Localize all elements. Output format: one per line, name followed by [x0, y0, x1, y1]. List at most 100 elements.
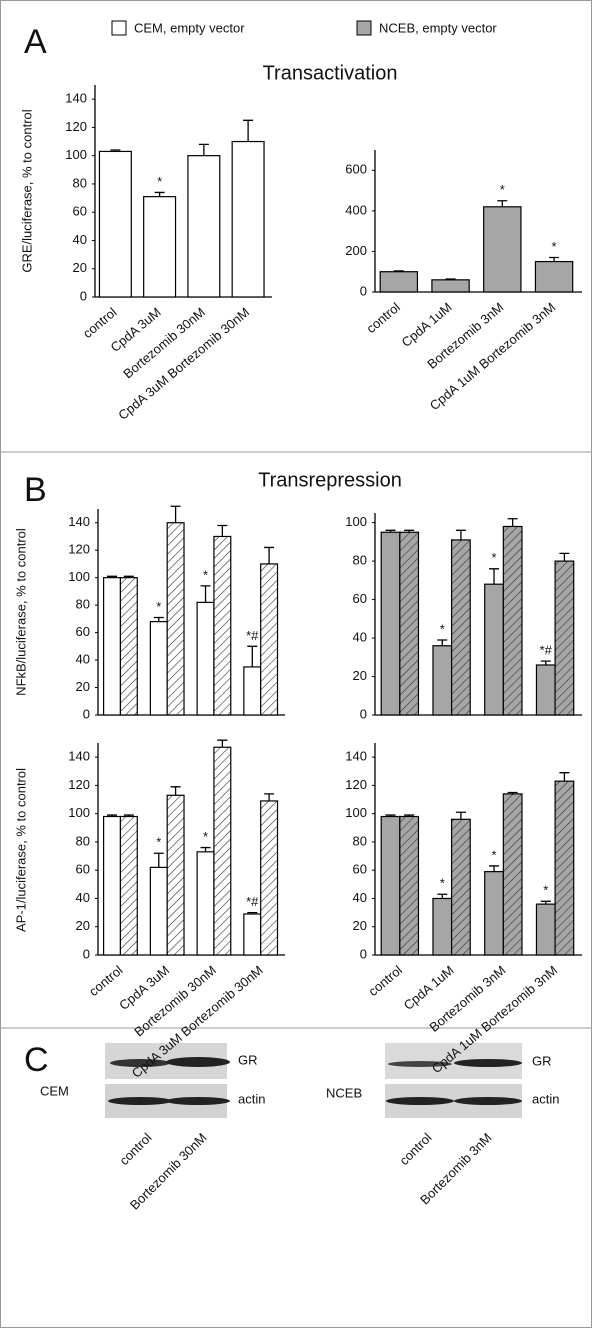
error-bar: [171, 506, 181, 522]
y-tick-label: 0: [360, 706, 367, 721]
significance-label: *: [491, 847, 496, 862]
y-tick-label: 200: [345, 243, 367, 258]
page: A Transactivation B Transrepression C CE…: [0, 0, 592, 1328]
y-axis-label: GRE/luciferase, % to control: [19, 109, 34, 272]
error-bar: [264, 794, 274, 801]
bar: [485, 872, 504, 955]
bar: [197, 852, 214, 955]
lane-label: control: [116, 1130, 154, 1168]
error-bar: [199, 144, 209, 155]
error-bar: [559, 773, 569, 781]
error-bar: [497, 201, 507, 207]
bar: [433, 646, 452, 715]
error-bar: [171, 787, 181, 795]
y-tick-label: 0: [83, 946, 90, 961]
error-bar: [437, 640, 447, 646]
significance-label: *: [552, 239, 557, 254]
error-bar: [155, 192, 165, 196]
bar: [261, 564, 278, 715]
y-tick-label: 60: [353, 862, 367, 877]
y-tick-label: 80: [353, 833, 367, 848]
y-tick-label: 100: [65, 147, 87, 162]
bar: [197, 602, 214, 715]
y-tick-label: 400: [345, 202, 367, 217]
panel-title: Transrepression: [258, 469, 402, 491]
blot-cell: CEM: [40, 1083, 69, 1098]
y-tick-label: 80: [76, 833, 90, 848]
y-tick-label: 120: [68, 777, 90, 792]
y-axis-label: NFkB/luciferase, % to control: [13, 528, 28, 696]
bar: [503, 526, 522, 715]
y-tick-label: 80: [76, 597, 90, 612]
bar: [452, 540, 471, 715]
y-tick-label: 60: [73, 204, 87, 219]
bar: [167, 795, 184, 955]
y-tick-label: 100: [345, 805, 367, 820]
legend-label: NCEB, empty vector: [379, 20, 497, 35]
x-tick-label: control: [365, 962, 405, 999]
error-bar: [154, 617, 164, 621]
legend-swatch: [357, 21, 371, 35]
error-bar: [456, 812, 466, 819]
error-bar: [489, 569, 499, 584]
bar: [244, 914, 261, 955]
y-tick-label: 60: [76, 624, 90, 639]
y-tick-label: 140: [65, 91, 87, 106]
y-tick-label: 40: [353, 890, 367, 905]
significance-label: *#: [540, 643, 553, 658]
bar: [381, 532, 400, 715]
blot-band: GR: [238, 1052, 258, 1067]
y-tick-label: 40: [353, 629, 367, 644]
error-bar: [456, 530, 466, 540]
y-tick-label: 120: [345, 777, 367, 792]
y-tick-label: 140: [345, 749, 367, 764]
bar: [261, 801, 278, 955]
y-tick-label: 40: [76, 652, 90, 667]
y-tick-label: 140: [68, 749, 90, 764]
bar: [555, 781, 574, 955]
y-tick-label: 80: [353, 553, 367, 568]
panel-label: A: [24, 23, 47, 61]
y-tick-label: 100: [345, 514, 367, 529]
significance-label: *#: [246, 894, 259, 909]
bar: [214, 747, 231, 955]
y-tick-label: 0: [360, 946, 367, 961]
significance-label: *: [156, 599, 161, 614]
y-tick-label: 80: [73, 175, 87, 190]
x-tick-label: control: [363, 299, 403, 336]
blot-band: GR: [532, 1053, 552, 1068]
bar: [484, 207, 521, 292]
legend-label: CEM, empty vector: [134, 20, 245, 35]
bar: [503, 794, 522, 955]
bar: [99, 151, 131, 297]
bar: [452, 819, 471, 955]
error-bar: [549, 258, 559, 262]
error-bar: [247, 646, 257, 667]
bar: [232, 142, 264, 297]
bar: [400, 532, 419, 715]
error-bar: [264, 547, 274, 563]
blot-band: actin: [238, 1091, 265, 1106]
bar: [104, 578, 121, 715]
bar: [381, 816, 400, 955]
significance-label: *: [543, 883, 548, 898]
significance-label: *: [491, 550, 496, 565]
bar: [536, 665, 555, 715]
y-tick-label: 20: [76, 679, 90, 694]
error-bar: [201, 848, 211, 852]
bar: [120, 816, 137, 955]
y-tick-label: 120: [65, 119, 87, 134]
lane-label: control: [396, 1130, 434, 1168]
error-bar: [559, 553, 569, 561]
y-tick-label: 40: [73, 232, 87, 247]
bar: [433, 898, 452, 955]
x-tick-label: control: [80, 304, 120, 341]
bar: [144, 197, 176, 297]
y-tick-label: 20: [73, 260, 87, 275]
y-tick-label: 120: [68, 542, 90, 557]
y-axis-label: AP-1/luciferase, % to control: [13, 768, 28, 932]
error-bar: [217, 740, 227, 747]
y-tick-label: 100: [68, 569, 90, 584]
figure: A Transactivation B Transrepression C CE…: [0, 0, 592, 1328]
y-tick-label: 0: [83, 706, 90, 721]
